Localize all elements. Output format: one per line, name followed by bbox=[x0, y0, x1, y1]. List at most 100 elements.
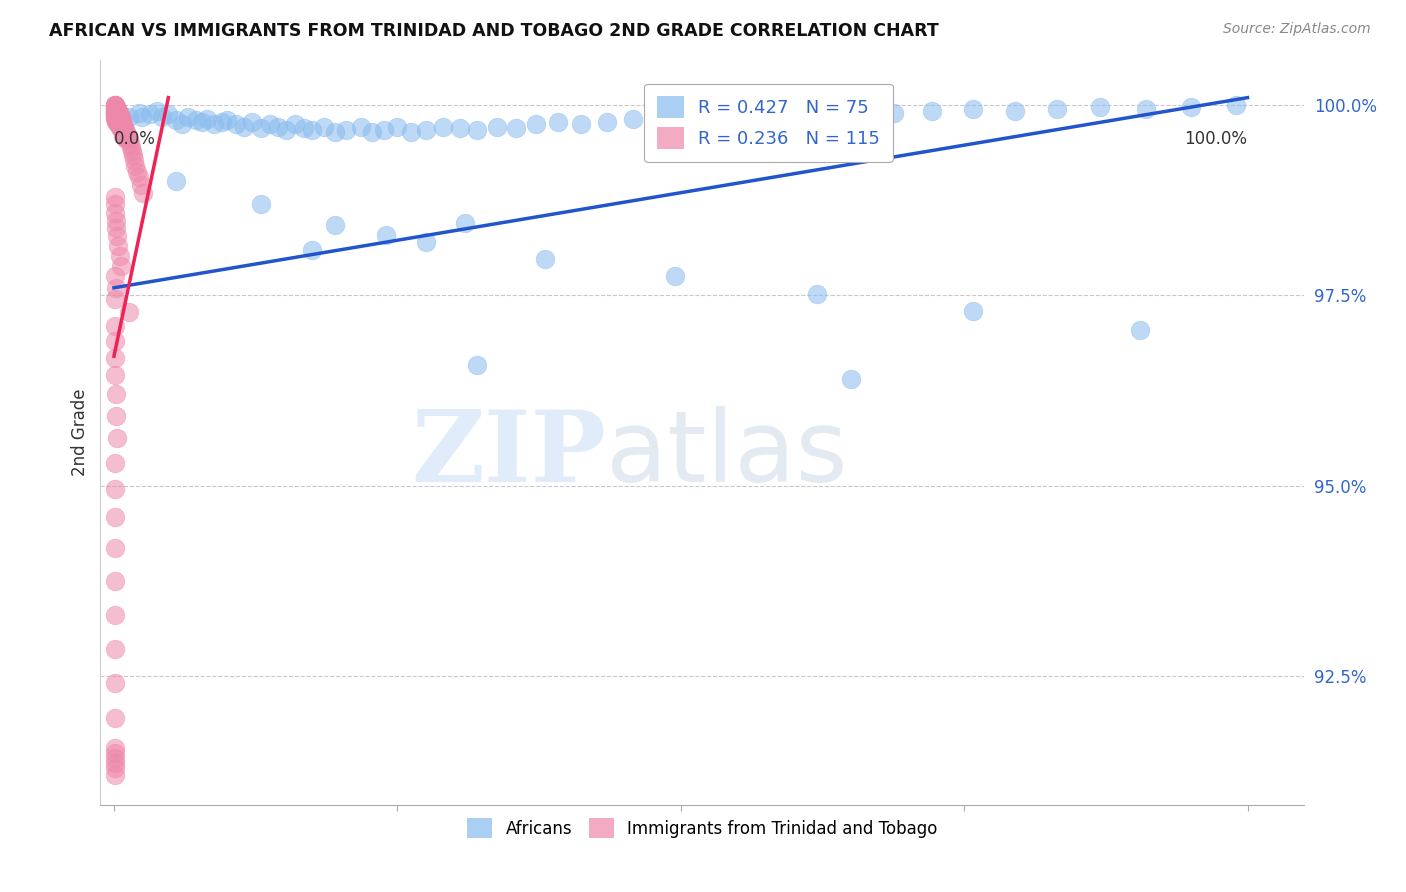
Point bbox=[432, 120, 454, 134]
Point bbox=[301, 122, 323, 136]
Point bbox=[1225, 98, 1247, 112]
Point bbox=[104, 103, 127, 118]
Point bbox=[524, 117, 547, 131]
Point bbox=[118, 110, 141, 124]
Point bbox=[104, 541, 127, 555]
Text: Source: ZipAtlas.com: Source: ZipAtlas.com bbox=[1223, 22, 1371, 37]
Point bbox=[108, 113, 131, 128]
Point bbox=[104, 106, 127, 120]
Point bbox=[547, 115, 569, 129]
Text: ZIP: ZIP bbox=[411, 406, 606, 503]
Point bbox=[170, 117, 193, 131]
Point bbox=[112, 125, 135, 139]
Point bbox=[104, 574, 127, 588]
Point bbox=[105, 110, 128, 124]
Point bbox=[150, 110, 173, 124]
Point bbox=[569, 117, 592, 131]
Point bbox=[104, 98, 127, 112]
Point bbox=[107, 112, 129, 126]
Point bbox=[250, 121, 273, 136]
Point bbox=[104, 292, 127, 306]
Point bbox=[250, 197, 273, 211]
Point bbox=[104, 456, 127, 470]
Point bbox=[104, 98, 127, 112]
Point bbox=[105, 115, 128, 129]
Point bbox=[292, 121, 315, 136]
Point bbox=[115, 125, 138, 139]
Point bbox=[104, 102, 127, 116]
Point bbox=[962, 102, 984, 116]
Point bbox=[415, 235, 437, 249]
Point bbox=[124, 153, 146, 167]
Point bbox=[112, 130, 135, 145]
Point bbox=[839, 372, 862, 386]
Point bbox=[105, 113, 128, 128]
Point bbox=[323, 219, 346, 233]
Point bbox=[104, 106, 127, 120]
Point bbox=[621, 112, 644, 126]
Point bbox=[128, 106, 150, 120]
Point bbox=[111, 117, 134, 131]
Point bbox=[129, 178, 152, 193]
Point bbox=[104, 510, 127, 524]
Point bbox=[105, 115, 128, 129]
Point bbox=[808, 107, 831, 121]
Point bbox=[104, 741, 127, 756]
Point bbox=[664, 269, 686, 284]
Point bbox=[115, 132, 138, 146]
Point bbox=[104, 269, 127, 284]
Point bbox=[195, 112, 218, 126]
Point bbox=[108, 249, 131, 263]
Point bbox=[105, 431, 128, 445]
Point bbox=[650, 110, 672, 124]
Point bbox=[107, 107, 129, 121]
Point bbox=[104, 100, 127, 114]
Point bbox=[105, 387, 128, 401]
Point bbox=[202, 117, 225, 131]
Point bbox=[105, 104, 128, 119]
Point bbox=[128, 170, 150, 185]
Point bbox=[105, 102, 128, 116]
Text: 100.0%: 100.0% bbox=[1184, 129, 1247, 148]
Point bbox=[110, 110, 132, 124]
Point bbox=[225, 117, 247, 131]
Point bbox=[267, 120, 290, 134]
Point bbox=[114, 122, 136, 136]
Point bbox=[132, 186, 155, 200]
Point bbox=[107, 113, 129, 128]
Point bbox=[105, 110, 128, 124]
Point bbox=[104, 100, 127, 114]
Point bbox=[110, 117, 132, 131]
Point bbox=[107, 104, 129, 119]
Point bbox=[211, 115, 233, 129]
Point bbox=[240, 115, 263, 129]
Point bbox=[107, 239, 129, 253]
Point bbox=[165, 174, 187, 188]
Point bbox=[921, 104, 943, 119]
Point bbox=[105, 106, 128, 120]
Point bbox=[121, 144, 143, 158]
Point bbox=[740, 107, 762, 121]
Point bbox=[104, 98, 127, 112]
Point bbox=[104, 676, 127, 690]
Point bbox=[157, 107, 180, 121]
Point bbox=[104, 710, 127, 724]
Point bbox=[107, 117, 129, 131]
Point bbox=[111, 113, 134, 128]
Point bbox=[117, 128, 139, 143]
Point bbox=[107, 110, 129, 124]
Point bbox=[105, 113, 128, 128]
Point bbox=[104, 746, 127, 760]
Point bbox=[104, 102, 127, 116]
Point bbox=[449, 121, 471, 136]
Point bbox=[806, 286, 828, 301]
Point bbox=[131, 110, 153, 124]
Point bbox=[533, 252, 555, 266]
Point bbox=[1088, 100, 1111, 114]
Point bbox=[312, 120, 335, 134]
Point bbox=[176, 110, 198, 124]
Point bbox=[110, 121, 132, 136]
Point bbox=[104, 189, 127, 203]
Point bbox=[415, 122, 437, 136]
Point bbox=[375, 227, 398, 242]
